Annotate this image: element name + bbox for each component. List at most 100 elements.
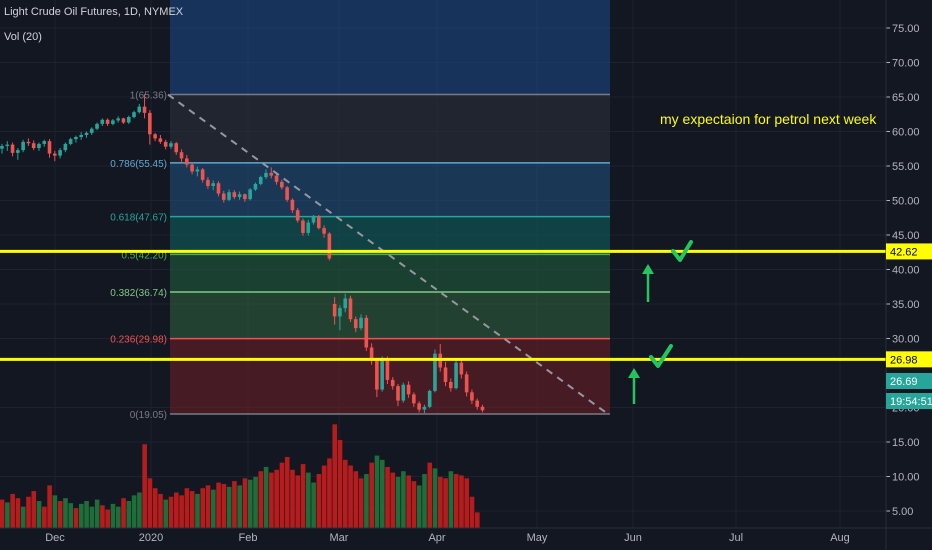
candle-body (95, 123, 99, 129)
volume-bar (5, 502, 10, 528)
candle-body (396, 386, 400, 401)
x-tick-label: Aug (830, 532, 850, 544)
fib-zone (170, 0, 610, 95)
fib-zone (170, 338, 610, 415)
candle-body (380, 359, 384, 390)
price-axis[interactable]: 75.00 70.00 65.00 60.00 55.00 50.00 45.00 40.00… (885, 0, 920, 550)
time-axis[interactable]: Dec 2020 Feb Mar Apr May Jun Jul Aug (0, 527, 932, 544)
candle-body (190, 164, 194, 172)
volume-bar (300, 464, 306, 528)
volume-bar (110, 503, 116, 528)
fib-zone (170, 216, 610, 255)
candle-body (353, 319, 358, 329)
candle-body (269, 172, 274, 176)
candle-body (148, 112, 152, 135)
volume-bar (432, 468, 438, 528)
volume-bar (311, 482, 316, 528)
x-tick-label: Mar (330, 532, 349, 544)
candle-body (5, 144, 10, 146)
x-tick-label: Feb (239, 532, 258, 544)
volume-bar (174, 492, 179, 528)
volume-bar (358, 478, 364, 528)
candle-body (142, 106, 147, 113)
fib-level-label: 0(19.05) (130, 410, 167, 421)
candle-body (317, 216, 321, 229)
volume-bar (221, 483, 227, 528)
volume-bar (100, 505, 105, 528)
candle-body (179, 152, 184, 159)
y-tick-label: 75.00 (892, 23, 920, 35)
volume-bar (348, 465, 353, 528)
candle-body (406, 384, 411, 395)
candle-body (16, 150, 20, 153)
candle-body (126, 117, 131, 123)
volume-bar (321, 465, 327, 528)
candle-body (285, 187, 289, 200)
candle-body (105, 119, 110, 124)
candle-body (311, 216, 316, 223)
volume-bar (189, 491, 195, 528)
volume-bar (395, 476, 401, 528)
candle-body (258, 177, 263, 184)
candle-body (84, 132, 89, 135)
volume-bar (211, 489, 216, 528)
horizontal-lines[interactable] (0, 249, 886, 361)
volume-bar (115, 506, 121, 528)
volume-bar (242, 478, 248, 528)
volume-bar (131, 495, 137, 528)
volume-bar (411, 481, 417, 528)
volume-bar (459, 475, 464, 528)
candle-body (264, 172, 268, 178)
chart-title[interactable]: Light Crude Oil Futures, 1D, NYMEX (4, 6, 184, 18)
fibonacci-retracement[interactable]: 1(65.36) 0.786(55.45) 0.618(47.67) 0.5(42.2… (110, 0, 610, 421)
candle-body (280, 181, 284, 188)
volume-bar (401, 471, 406, 528)
candle-body (89, 128, 94, 133)
volume-bar (168, 496, 174, 528)
candle-body (37, 143, 41, 149)
volume-bar (390, 472, 396, 528)
volume-bar (443, 478, 448, 528)
volume-bar (422, 474, 427, 528)
price-badge (886, 351, 932, 368)
candle-body (100, 119, 105, 124)
annotation-arrows (628, 240, 693, 404)
fib-level-label: 0.382(36.74) (110, 288, 167, 299)
candle-body (163, 141, 168, 147)
price-badge-label: 26.69 (890, 376, 918, 388)
volume-bar (179, 495, 184, 528)
price-badge-label: 42.62 (890, 246, 918, 258)
volume-bar (469, 496, 475, 528)
volume-bar (105, 509, 110, 528)
volume-bar (126, 501, 132, 528)
volume-bar (247, 479, 253, 528)
candle-body (390, 379, 395, 387)
candle-body (137, 106, 142, 113)
volume-bar (284, 457, 290, 528)
volume-bar (84, 501, 89, 528)
up-arrow-icon (628, 368, 640, 404)
candle-body (480, 406, 485, 411)
fib-level-label: 0.5(42.20) (121, 250, 167, 261)
candle-body (417, 403, 421, 410)
volume-bar (205, 485, 211, 528)
annotation-text[interactable]: my expectaion for petrol next week (660, 111, 877, 127)
candle-body (227, 192, 231, 200)
volume-bar (406, 475, 411, 528)
fib-level-label: 1(65.36) (130, 91, 167, 102)
x-tick-label: Jun (624, 532, 642, 544)
candle-body (153, 134, 157, 139)
candle-body (169, 143, 173, 147)
volume-bar (226, 486, 232, 528)
y-tick-label: 30.00 (892, 334, 920, 346)
candle-body (359, 317, 363, 329)
volume-bar (15, 498, 21, 528)
candle-body (412, 394, 416, 404)
price-badge (886, 373, 932, 389)
fib-level-label: 0.236(29.98) (110, 335, 167, 346)
volume-label[interactable]: Vol (20) (4, 31, 42, 43)
volume-bar (369, 462, 374, 528)
volume-bar (26, 496, 31, 528)
volume-bar (79, 503, 84, 528)
